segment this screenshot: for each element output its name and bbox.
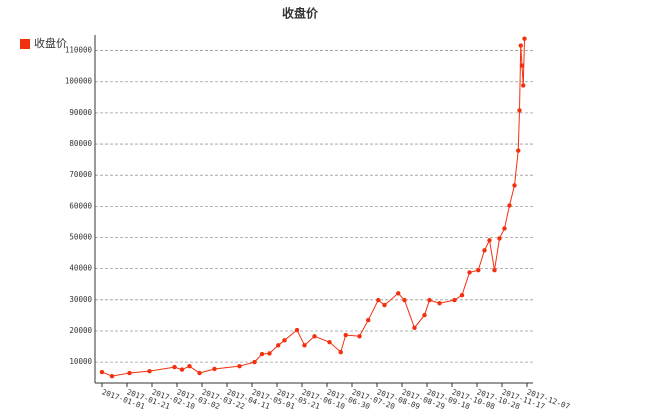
point [294,327,300,333]
point [343,332,348,338]
point [302,343,307,348]
point [521,83,526,88]
point [237,363,242,369]
point [197,370,202,376]
y-tick-label: 50000 [69,233,92,242]
y-tick-label: 70000 [69,170,92,179]
point [109,373,115,379]
chart-title: 收盘价 [282,6,319,21]
line [101,38,525,377]
point [127,370,132,376]
point [99,369,105,375]
point [402,297,407,303]
point [492,268,497,273]
point [252,359,257,365]
point [467,270,472,275]
point [459,292,465,298]
point [396,291,401,296]
point [522,36,527,41]
legend-label: 收盘价 [34,36,67,50]
point [487,238,492,243]
y-tick-label: 110000 [65,46,93,55]
point [382,302,387,308]
point [282,338,287,343]
y-tick-label: 40000 [69,264,92,273]
point [452,297,457,303]
y-tick-label: 60000 [69,201,92,210]
point [357,334,362,339]
legend-swatch [20,39,30,49]
point [502,226,507,231]
point [376,297,381,303]
point [147,368,152,374]
point [412,325,417,331]
point [187,363,192,369]
point [312,334,317,339]
point [516,148,521,153]
point [267,351,272,356]
point [512,183,517,188]
y-tick-label: 80000 [69,139,92,148]
point [476,268,481,273]
y-tick-label: 10000 [69,357,92,366]
point [519,63,525,68]
y-tick-label: 30000 [69,295,92,304]
point [482,248,487,253]
point [366,317,371,323]
y-tick-label: 20000 [69,326,92,335]
point [338,349,343,355]
point [507,203,512,208]
point [259,351,265,357]
point [517,108,522,113]
point [422,312,427,318]
point [327,339,332,345]
point [427,297,432,303]
point [212,366,217,372]
point [518,43,523,48]
y-tick-label: 90000 [69,108,92,117]
point [437,301,442,306]
point [172,364,177,370]
point [497,236,502,241]
point [276,343,281,348]
y-tick-label: 100000 [65,77,93,86]
point [179,367,185,372]
